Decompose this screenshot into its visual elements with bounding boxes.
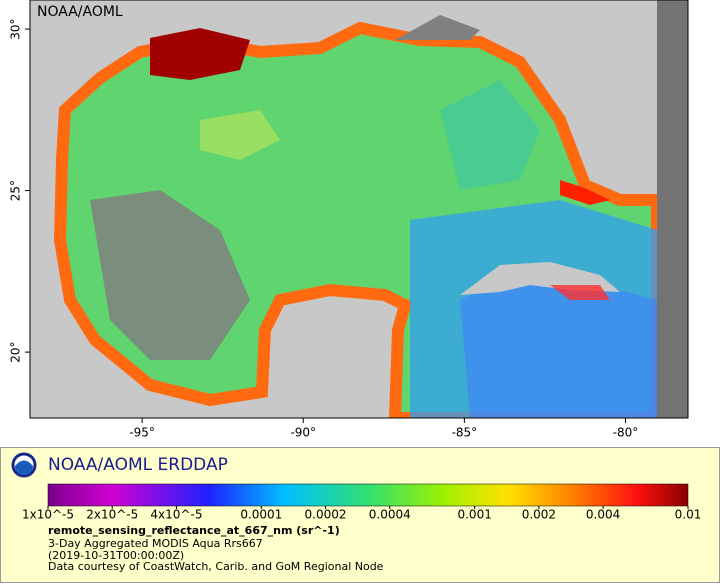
noaa-logo xyxy=(11,452,37,478)
colorbar-tick-label: 0.002 xyxy=(522,508,556,522)
legend-title: NOAA/AOML ERDDAP xyxy=(48,455,228,475)
colorbar xyxy=(47,483,689,507)
x-tick-label: -85° xyxy=(452,426,478,440)
legend-panel xyxy=(0,447,720,583)
y-tick-label: 20° xyxy=(9,341,23,362)
y-tick-label: 30° xyxy=(9,18,23,39)
colorbar-tick-label: 2x10^-5 xyxy=(86,508,138,522)
colorbar-tick-label: 0.01 xyxy=(675,508,702,522)
colorbar-tick-label: 4x10^-5 xyxy=(150,508,202,522)
y-tick-label: 25° xyxy=(9,180,23,201)
colorbar-tick-label: 0.0002 xyxy=(305,508,347,522)
colorbar-tick-label: 0.0001 xyxy=(240,508,282,522)
x-tick-label: -90° xyxy=(290,426,316,440)
x-tick-label: -80° xyxy=(613,426,639,440)
map-corner-label: NOAA/AOML xyxy=(37,4,123,20)
colorbar-tick-label: 0.004 xyxy=(586,508,620,522)
x-tick-label: -95° xyxy=(129,426,155,440)
colorbar-tick-label: 1x10^-5 xyxy=(22,508,74,522)
colorbar-tick-label: 0.0004 xyxy=(369,508,411,522)
colorbar-tick-label: 0.001 xyxy=(457,508,491,522)
credit: Data courtesy of CoastWatch, Carib. and … xyxy=(48,560,384,573)
dataset-name: 3-Day Aggregated MODIS Aqua Rrs667 xyxy=(48,537,263,550)
variable-name: remote_sensing_reflectance_at_667_nm (sr… xyxy=(48,524,340,537)
map-image xyxy=(30,0,688,418)
time-stamp: (2019-10-31T00:00:00Z) xyxy=(48,549,184,562)
